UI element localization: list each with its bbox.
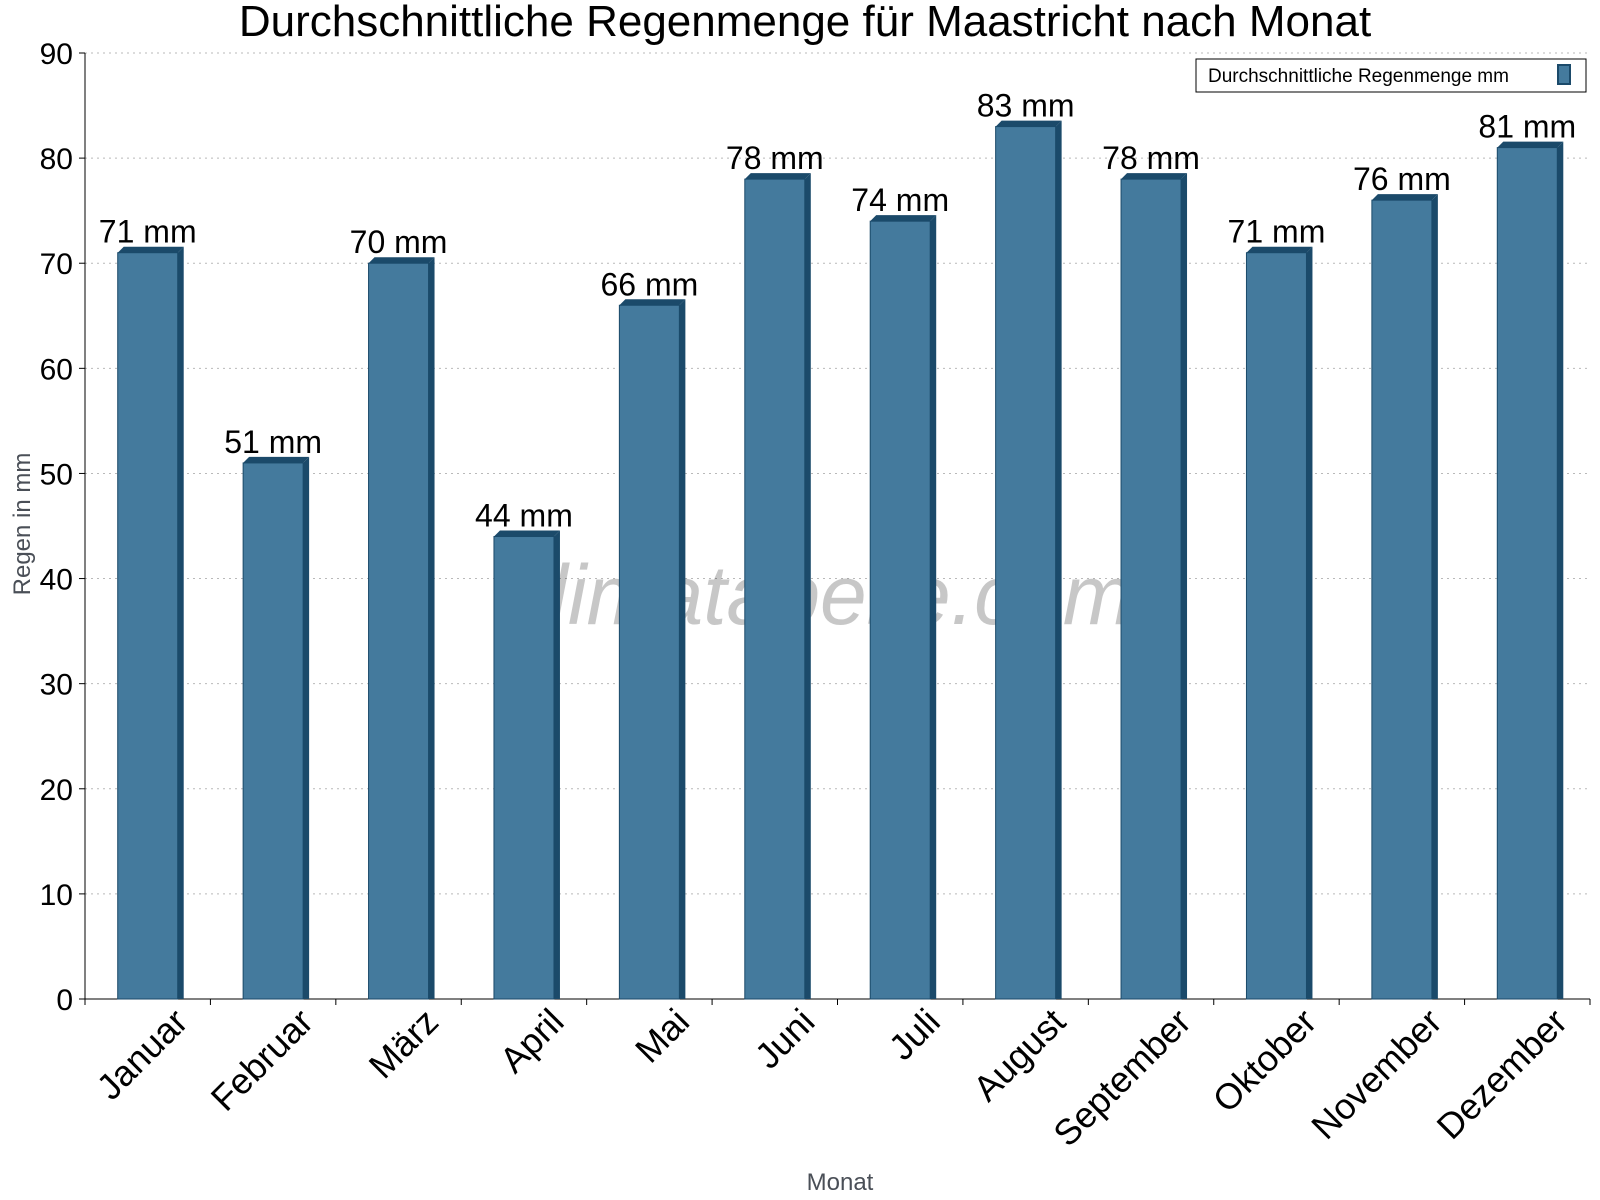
bar-side: [1431, 194, 1438, 1000]
bar-side: [553, 530, 560, 999]
x-tick-label: Februar: [203, 1001, 321, 1119]
data-label: 74 mm: [851, 182, 949, 218]
bar: [1371, 199, 1433, 1000]
bar-side: [930, 215, 937, 999]
bar-side: [1055, 120, 1062, 1000]
legend: Durchschnittliche Regenmenge mm: [1195, 58, 1587, 93]
x-tick-label: November: [1303, 1001, 1449, 1147]
bar-top: [995, 120, 1062, 127]
bar: [242, 462, 304, 1000]
bar-side: [177, 246, 184, 999]
x-tick-label: August: [965, 1001, 1073, 1109]
bar: [1496, 147, 1558, 1000]
x-tick-label: Januar: [89, 1001, 196, 1108]
data-label: 76 mm: [1353, 161, 1451, 197]
bar-top: [368, 257, 435, 264]
bar: [995, 126, 1057, 1000]
y-tick-label: 0: [56, 984, 73, 1017]
legend-box: [1195, 58, 1587, 93]
x-tick-label: Juni: [747, 1001, 823, 1077]
bar-top: [493, 530, 560, 537]
data-label: 83 mm: [977, 88, 1075, 124]
y-tick-label: 40: [40, 564, 73, 597]
gridlines: [85, 52, 1590, 895]
bars: [117, 120, 1564, 1000]
bar-top: [870, 215, 937, 222]
x-axis: Januar Februar März April Mai Juni Juli AugustS…: [84, 998, 1591, 1155]
x-tick-label: Mai: [627, 1001, 697, 1071]
x-tick-label: Juli: [881, 1001, 948, 1068]
legend-swatch: [1557, 64, 1571, 85]
y-tick-label: 90: [40, 38, 73, 71]
bar-top: [744, 173, 811, 180]
legend-label: Durchschnittliche Regenmenge mm: [1208, 66, 1509, 87]
bar-top: [117, 246, 184, 253]
bar: [368, 262, 430, 1000]
bar: [618, 304, 680, 1000]
bar: [1120, 178, 1182, 1000]
data-label: 51 mm: [224, 424, 322, 460]
x-tick-label: Dezember: [1429, 1001, 1575, 1147]
x-tick-label: Oktober: [1205, 1001, 1325, 1121]
data-label: 44 mm: [475, 498, 573, 534]
bar: [744, 178, 806, 1000]
bar-top: [1246, 246, 1313, 253]
bar-top: [1371, 194, 1438, 201]
bar-top: [1121, 173, 1188, 180]
bar-side: [1306, 246, 1313, 999]
data-label: 78 mm: [1102, 140, 1200, 176]
x-tick-label: März: [361, 1001, 447, 1087]
bar-side: [428, 257, 435, 999]
y-tick-label: 30: [40, 669, 73, 702]
bar: [1245, 252, 1307, 1000]
y-tick-label: 50: [40, 458, 73, 491]
data-labels: 71 mm 51 mm 70 mm 44 mm 66 mm 78 mm 74 mm 83 mm…: [99, 88, 1576, 534]
bar: [493, 536, 555, 1000]
bar-top: [619, 299, 686, 306]
bar-side: [679, 299, 686, 999]
data-label: 66 mm: [600, 266, 698, 302]
bar-side: [1181, 173, 1188, 1000]
data-label: 78 mm: [726, 140, 824, 176]
y-tick-label: 60: [40, 353, 73, 386]
data-label: 81 mm: [1478, 109, 1576, 145]
data-label: 71 mm: [99, 214, 197, 250]
y-tick-label: 20: [40, 774, 73, 807]
y-tick-label: 80: [40, 143, 73, 176]
bar-top: [243, 456, 310, 463]
x-axis-title: Monat: [807, 1169, 874, 1196]
x-tick-label: April: [492, 1001, 572, 1081]
y-axis: 0 10 20 30 40 50 60 70 80 90: [40, 38, 86, 1017]
bar-side: [804, 173, 811, 1000]
bar-side: [303, 456, 310, 999]
data-label: 70 mm: [350, 224, 448, 260]
data-label: 71 mm: [1228, 214, 1326, 250]
chart-title: Durchschnittliche Regenmenge für Maastri…: [239, 0, 1371, 46]
x-tick-label: September: [1045, 1001, 1199, 1155]
y-axis-title: Regen in mm: [9, 453, 36, 596]
y-tick-label: 70: [40, 248, 73, 281]
y-tick-label: 10: [40, 879, 73, 912]
bar-top: [1497, 141, 1564, 148]
bar: [117, 252, 179, 1000]
bar-side: [1557, 141, 1564, 1000]
bar: [869, 220, 931, 1000]
